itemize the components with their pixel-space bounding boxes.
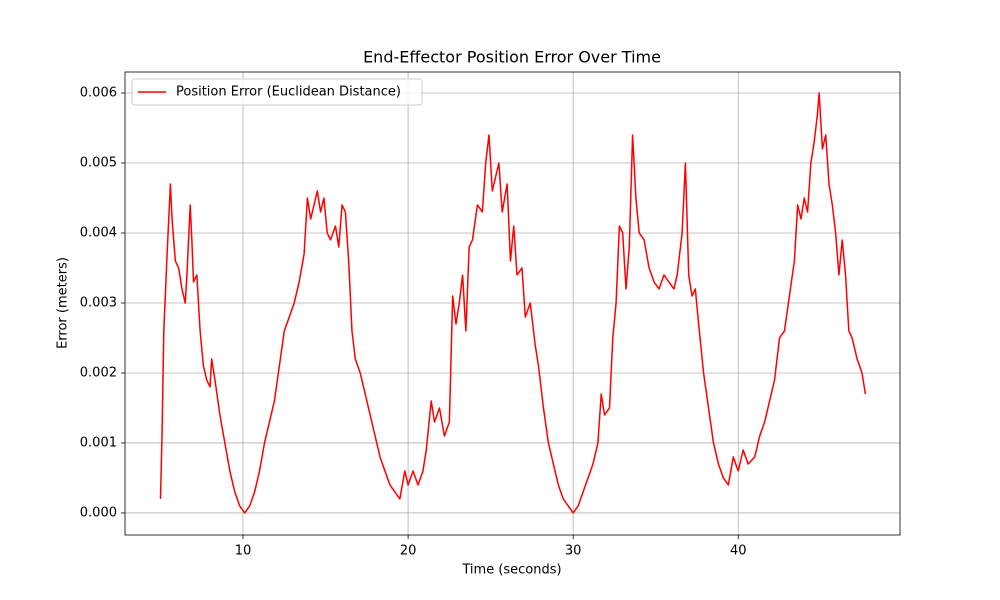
x-axis-label: Time (seconds) [461, 563, 561, 578]
legend-label: Position Error (Euclidean Distance) [176, 85, 401, 100]
x-tick-label: 10 [235, 544, 252, 559]
x-tick-label: 20 [400, 544, 417, 559]
y-tick-label: 0.005 [80, 155, 117, 170]
x-tick-label: 30 [565, 544, 582, 559]
y-tick-label: 0.004 [80, 225, 117, 240]
y-tick-label: 0.006 [80, 85, 117, 100]
plot-frame [124, 71, 901, 536]
y-tick-label: 0.003 [80, 295, 117, 310]
y-tick-label: 0.001 [80, 435, 117, 450]
legend-box [131, 78, 423, 106]
y-tick-label: 0.002 [80, 365, 117, 380]
y-axis-label: Error (meters) [56, 257, 71, 349]
data-line [159, 92, 867, 514]
chart-title: End-Effector Position Error Over Time [363, 48, 661, 67]
y-tick-label: 0.000 [80, 505, 117, 520]
x-tick-label: 40 [730, 544, 747, 559]
